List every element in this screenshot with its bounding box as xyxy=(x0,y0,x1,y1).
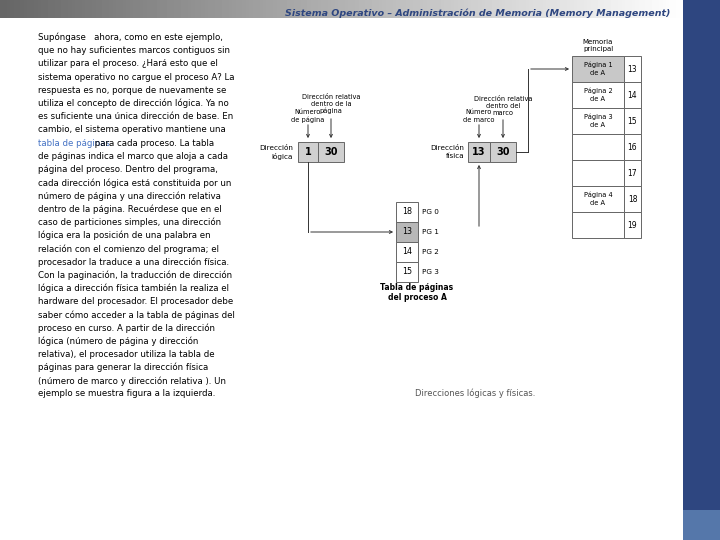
Text: Con la paginación, la traducción de dirección: Con la paginación, la traducción de dire… xyxy=(38,271,232,280)
Bar xyxy=(624,160,641,186)
Bar xyxy=(572,160,624,186)
Text: PG 1: PG 1 xyxy=(422,229,439,235)
Bar xyxy=(572,186,624,212)
Text: para cada proceso. La tabla: para cada proceso. La tabla xyxy=(92,139,215,147)
Text: 13: 13 xyxy=(402,227,412,237)
Text: saber cómo acceder a la tabla de páginas del: saber cómo acceder a la tabla de páginas… xyxy=(38,310,235,320)
Text: 13: 13 xyxy=(628,64,637,73)
Text: 13: 13 xyxy=(472,147,486,157)
Text: Página 2: Página 2 xyxy=(584,87,613,94)
Bar xyxy=(298,142,318,162)
Bar xyxy=(396,242,418,262)
Text: dentro de la página. Recuérdese que en el: dentro de la página. Recuérdese que en e… xyxy=(38,205,222,214)
Text: Dirección: Dirección xyxy=(430,145,464,151)
Text: tabla de páginas: tabla de páginas xyxy=(38,139,110,147)
Text: Tabla de páginas: Tabla de páginas xyxy=(380,284,454,293)
Text: cada dirección lógica está constituida por un: cada dirección lógica está constituida p… xyxy=(38,178,231,188)
Bar xyxy=(624,108,641,134)
Text: física: física xyxy=(446,153,464,159)
Text: Sistema Operativo – Administración de Memoria (Memory Management): Sistema Operativo – Administración de Me… xyxy=(284,9,670,18)
Bar xyxy=(572,212,624,238)
Text: Supóngase   ahora, como en este ejemplo,: Supóngase ahora, como en este ejemplo, xyxy=(38,33,223,43)
Text: que no hay suficientes marcos contiguos sin: que no hay suficientes marcos contiguos … xyxy=(38,46,230,55)
Text: 15: 15 xyxy=(628,117,637,125)
Text: lógica: lógica xyxy=(271,152,293,159)
Bar xyxy=(624,82,641,108)
Text: relación con el comienzo del programa; el: relación con el comienzo del programa; e… xyxy=(38,244,219,254)
Text: lógica a dirección física también la realiza el: lógica a dirección física también la rea… xyxy=(38,284,229,293)
Text: Dirección: Dirección xyxy=(259,145,293,151)
Text: caso de particiones simples, una dirección: caso de particiones simples, una direcci… xyxy=(38,218,221,227)
Text: de páginas indica el marco que aloja a cada: de páginas indica el marco que aloja a c… xyxy=(38,152,228,161)
Text: 15: 15 xyxy=(402,267,412,276)
Text: Memoria: Memoria xyxy=(582,39,613,45)
Text: PG 2: PG 2 xyxy=(422,249,439,255)
Text: procesador la traduce a una dirección física.: procesador la traduce a una dirección fí… xyxy=(38,258,229,267)
Text: 18: 18 xyxy=(402,207,412,217)
Text: 30: 30 xyxy=(324,147,338,157)
Text: sistema operativo no cargue el proceso A? La: sistema operativo no cargue el proceso A… xyxy=(38,72,235,82)
Bar xyxy=(683,510,720,540)
Text: lógica (número de página y dirección: lógica (número de página y dirección xyxy=(38,336,199,346)
Bar xyxy=(572,108,624,134)
Bar xyxy=(572,134,624,160)
Text: 1: 1 xyxy=(305,147,311,157)
Text: Página 1: Página 1 xyxy=(584,62,612,68)
Bar xyxy=(624,56,641,82)
Text: ejemplo se muestra figura a la izquierda.: ejemplo se muestra figura a la izquierda… xyxy=(38,389,215,399)
Text: de A: de A xyxy=(590,122,606,128)
Text: páginas para generar la dirección física: páginas para generar la dirección física xyxy=(38,363,208,373)
Text: (número de marco y dirección relativa ). Un: (número de marco y dirección relativa ).… xyxy=(38,376,226,386)
Text: Dirección relativa
dentro de la
página: Dirección relativa dentro de la página xyxy=(302,94,360,114)
Text: proceso en curso. A partir de la dirección: proceso en curso. A partir de la direcci… xyxy=(38,323,215,333)
Text: 17: 17 xyxy=(628,168,637,178)
Text: principal: principal xyxy=(583,46,613,52)
Bar xyxy=(624,134,641,160)
Text: cambio, el sistema operativo mantiene una: cambio, el sistema operativo mantiene un… xyxy=(38,125,226,134)
Text: lógica era la posición de una palabra en: lógica era la posición de una palabra en xyxy=(38,231,211,240)
Bar xyxy=(572,56,624,82)
Text: 30: 30 xyxy=(496,147,510,157)
Text: de A: de A xyxy=(590,200,606,206)
Text: utilizar para el proceso. ¿Hará esto que el: utilizar para el proceso. ¿Hará esto que… xyxy=(38,59,218,69)
Text: Página 4: Página 4 xyxy=(584,192,613,198)
Text: Direcciones lógicas y físicas.: Direcciones lógicas y físicas. xyxy=(415,388,536,397)
Text: relativa), el procesador utiliza la tabla de: relativa), el procesador utiliza la tabl… xyxy=(38,350,215,359)
Text: página del proceso. Dentro del programa,: página del proceso. Dentro del programa, xyxy=(38,165,218,174)
Text: Dirección relativa
dentro del
marco: Dirección relativa dentro del marco xyxy=(474,96,532,116)
Text: de A: de A xyxy=(590,70,606,76)
Text: 14: 14 xyxy=(402,247,412,256)
Bar xyxy=(624,212,641,238)
Bar xyxy=(318,142,344,162)
Bar xyxy=(624,186,641,212)
Text: número de página y una dirección relativa: número de página y una dirección relativ… xyxy=(38,191,221,201)
Text: 16: 16 xyxy=(628,143,637,152)
Text: del proceso A: del proceso A xyxy=(387,294,446,302)
Bar xyxy=(396,222,418,242)
Text: PG 3: PG 3 xyxy=(422,269,439,275)
Text: 19: 19 xyxy=(628,220,637,230)
Text: Página 3: Página 3 xyxy=(584,114,612,120)
Bar xyxy=(683,0,720,510)
Text: Número
de marco: Número de marco xyxy=(463,110,495,123)
Text: utiliza el concepto de dirección lógica. Ya no: utiliza el concepto de dirección lógica.… xyxy=(38,99,229,109)
Text: 18: 18 xyxy=(628,194,637,204)
Text: 14: 14 xyxy=(628,91,637,99)
Bar xyxy=(396,262,418,282)
Bar xyxy=(396,202,418,222)
Text: hardware del procesador. El procesador debe: hardware del procesador. El procesador d… xyxy=(38,297,233,306)
Text: PG 0: PG 0 xyxy=(422,209,439,215)
Text: Número
de página: Número de página xyxy=(292,109,325,123)
Text: respuesta es no, porque de nuevamente se: respuesta es no, porque de nuevamente se xyxy=(38,86,226,95)
Bar xyxy=(572,82,624,108)
Text: de A: de A xyxy=(590,96,606,102)
Text: es suficiente una única dirección de base. En: es suficiente una única dirección de bas… xyxy=(38,112,233,121)
Bar xyxy=(468,142,490,162)
Bar xyxy=(490,142,516,162)
